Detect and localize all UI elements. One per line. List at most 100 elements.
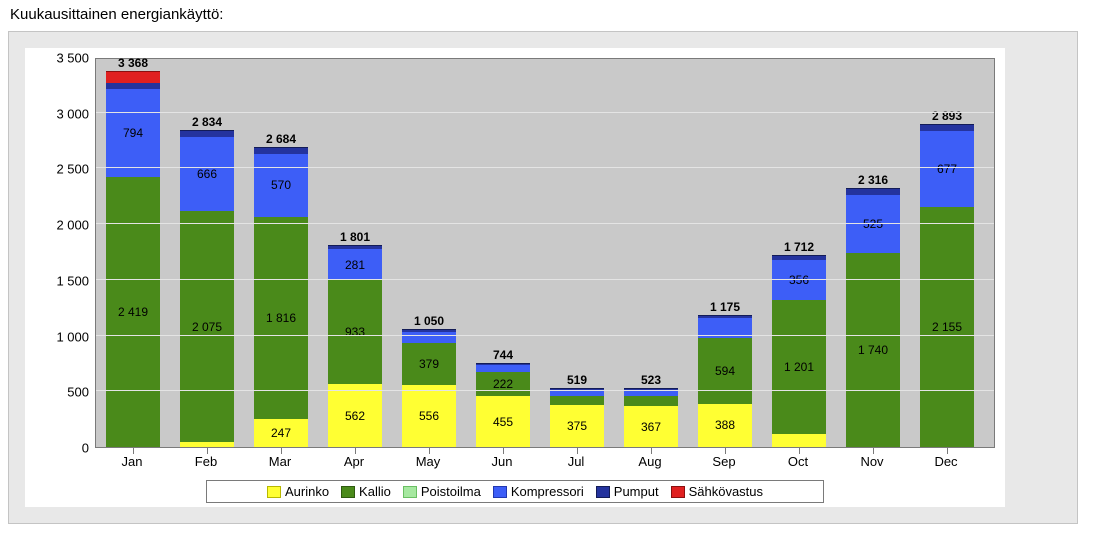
legend-label: Aurinko (285, 484, 329, 499)
bar-segment-aurinko (328, 383, 383, 447)
bar-total-label: 1 050 (402, 315, 457, 327)
y-tick-label: 3 500 (35, 51, 89, 66)
legend-item-kallio: Kallio (341, 484, 391, 499)
x-label: Apr (324, 454, 384, 469)
legend-swatch (671, 486, 685, 498)
bar-segment-aurinko (550, 404, 605, 447)
bar-total-label: 1 175 (698, 301, 753, 313)
legend-item-pumput: Pumput (596, 484, 659, 499)
bar-segment-kallio (402, 342, 457, 385)
bar-total-label: 2 834 (180, 116, 235, 128)
gridline (96, 167, 994, 168)
bar-segment-aurinko (254, 418, 309, 447)
chart-frame: 05001 0001 5002 0002 5003 0003 500 2 419… (35, 58, 995, 503)
bar-segment-kallio (106, 176, 161, 447)
bar-total-label: 2 684 (254, 133, 309, 145)
legend: Aurinko Kallio Poistoilma Kompressori Pumput… (206, 480, 824, 503)
legend-item-sahkovastus: Sähkövastus (671, 484, 763, 499)
bar-segment-kompressori (180, 136, 235, 211)
bar-total-label: 744 (476, 349, 531, 361)
bar-segment-pumput (846, 188, 901, 195)
bar-total-label: 519 (550, 374, 605, 386)
y-tick-label: 1 500 (35, 273, 89, 288)
bar-segment-kompressori (476, 364, 531, 371)
y-tick-label: 3 000 (35, 106, 89, 121)
x-label: Aug (620, 454, 680, 469)
bar-segment-kallio (328, 279, 383, 384)
legend-item-poistoilma: Poistoilma (403, 484, 481, 499)
bar-segment-aurinko (402, 384, 457, 447)
bar-segment-kallio (550, 395, 605, 405)
bar-segment-pumput (698, 315, 753, 318)
x-label: Jul (546, 454, 606, 469)
y-axis: 05001 0001 5002 0002 5003 0003 500 (35, 58, 95, 448)
y-tick-label: 2 500 (35, 162, 89, 177)
bar-segment-pumput (402, 329, 457, 332)
bar-segment-pumput (476, 363, 531, 365)
bar-segment-kallio (180, 210, 235, 442)
legend-label: Kompressori (511, 484, 584, 499)
bar-segment-pumput (328, 245, 383, 249)
bar-segment-kallio (254, 216, 309, 419)
gridline (96, 279, 994, 280)
bar-segment-kompressori (402, 331, 457, 343)
legend-label: Kallio (359, 484, 391, 499)
y-tick-label: 500 (35, 385, 89, 400)
y-tick-label: 1 000 (35, 329, 89, 344)
bar-total-label: 1 712 (772, 241, 827, 253)
x-label: May (398, 454, 458, 469)
x-axis: Jan Feb Mar Apr May Jun Jul Aug Sep Oct Nov Dec (95, 448, 983, 476)
x-label: Dec (916, 454, 976, 469)
x-label: Jan (102, 454, 162, 469)
x-label: Sep (694, 454, 754, 469)
x-label: Jun (472, 454, 532, 469)
bar-segment-kallio (476, 371, 531, 397)
bar-total-label: 1 801 (328, 231, 383, 243)
bar-segment-pumput (254, 147, 309, 154)
y-tick-label: 0 (35, 441, 89, 456)
legend-label: Pumput (614, 484, 659, 499)
bar-segment-aurinko (624, 405, 679, 447)
legend-swatch (267, 486, 281, 498)
legend-label: Sähkövastus (689, 484, 763, 499)
bar-segment-kompressori (328, 248, 383, 280)
gridline (96, 223, 994, 224)
bar-segment-aurinko (772, 433, 827, 447)
bar-segment-kompressori (254, 153, 309, 218)
bar-segment-pumput (772, 255, 827, 260)
page-title: Kuukausittainen energiankäyttö: (10, 6, 1093, 23)
bar-segment-kompressori (920, 130, 975, 206)
bar-segment-kompressori (106, 88, 161, 177)
legend-swatch (493, 486, 507, 498)
gridline (96, 112, 994, 113)
chart-outer: 0 500 1 000 1 500 2 000 2 500 3 000 3 500 2 419… (25, 48, 1005, 507)
x-label: Feb (176, 454, 236, 469)
bar-segment-pumput (106, 82, 161, 89)
bar-segment-kallio (846, 252, 901, 447)
bar-total-label: 2 316 (846, 174, 901, 186)
gridline (96, 335, 994, 336)
legend-swatch (596, 486, 610, 498)
x-label: Mar (250, 454, 310, 469)
bar-segment-kallio (772, 299, 827, 434)
bar-segment-kallio (698, 337, 753, 404)
gridline (96, 390, 994, 391)
x-label: Oct (768, 454, 828, 469)
bar-segment-aurinko (476, 395, 531, 447)
legend-item-aurinko: Aurinko (267, 484, 329, 499)
bar-segment-pumput (920, 124, 975, 132)
legend-swatch (341, 486, 355, 498)
plot-area: 2 4197943 3682 0756662 8342471 8165702 6… (95, 58, 995, 448)
bar-segment-pumput (180, 130, 235, 137)
y-tick-label: 2 000 (35, 218, 89, 233)
bar-segment-sahkovastus (106, 71, 161, 83)
x-label: Nov (842, 454, 902, 469)
legend-swatch (403, 486, 417, 498)
bar-total-label: 3 368 (106, 57, 161, 69)
legend-item-kompressori: Kompressori (493, 484, 584, 499)
legend-label: Poistoilma (421, 484, 481, 499)
bar-segment-kallio (920, 206, 975, 447)
bar-total-label: 523 (624, 374, 679, 386)
chart-panel: 0 500 1 000 1 500 2 000 2 500 3 000 3 500 2 419… (8, 31, 1078, 524)
bar-segment-kallio (624, 395, 679, 406)
